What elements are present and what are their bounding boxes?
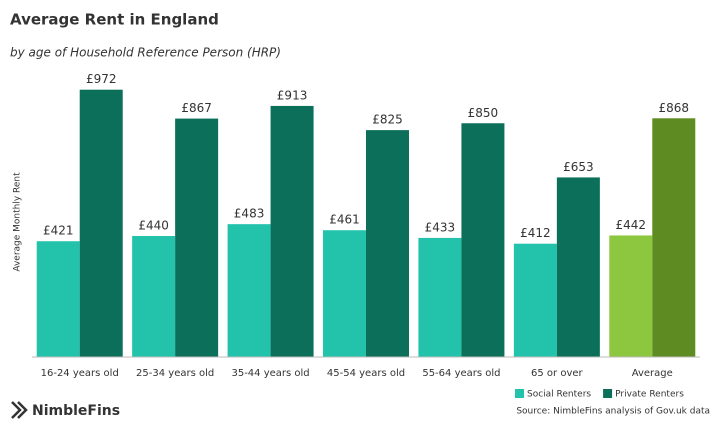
legend-label: Private Renters — [615, 390, 684, 400]
bar — [652, 118, 696, 357]
bar — [461, 123, 505, 357]
source-note: Source: NimbleFins analysis of Gov.uk da… — [516, 407, 710, 417]
bar — [79, 89, 123, 357]
value-label: £433 — [425, 220, 456, 234]
y-axis-label: Average Monthly Rent — [13, 172, 23, 272]
chart-subtitle: by age of Household Reference Person (HR… — [10, 46, 281, 60]
bar — [36, 241, 80, 357]
value-label: £867 — [181, 101, 212, 115]
value-label: £825 — [372, 113, 403, 127]
brand-logo: NimbleFins — [11, 401, 120, 419]
bar — [366, 130, 409, 357]
legend-swatch — [603, 389, 613, 398]
value-label: £868 — [659, 101, 690, 115]
legend-swatch — [515, 389, 524, 398]
bar — [227, 224, 271, 357]
x-tick-label: 65 or over — [531, 368, 584, 379]
bar — [556, 177, 600, 357]
bar — [513, 243, 557, 357]
legend-label: Social Renters — [527, 390, 591, 400]
bar — [270, 105, 314, 357]
value-label: £421 — [43, 224, 74, 238]
logo-icon — [11, 401, 28, 419]
value-label: £653 — [563, 160, 594, 174]
value-label: £850 — [468, 106, 499, 120]
bar — [323, 230, 366, 357]
value-label: £972 — [86, 72, 117, 86]
x-tick-label: 25-34 years old — [136, 368, 214, 379]
x-tick-label: Average — [632, 368, 673, 379]
brand-name: NimbleFins — [32, 403, 120, 419]
bar — [132, 236, 176, 357]
x-tick-label: 55-64 years old — [422, 368, 500, 379]
value-label: £913 — [277, 88, 308, 102]
chart-title: Average Rent in England — [10, 11, 219, 29]
x-tick-label: 45-54 years old — [327, 368, 405, 379]
value-label: £461 — [329, 213, 360, 227]
value-label: £412 — [520, 226, 551, 240]
x-tick-label: 35-44 years old — [231, 368, 309, 379]
bar — [175, 118, 219, 357]
value-label: £440 — [138, 219, 169, 233]
bar — [609, 235, 653, 357]
x-tick-label: 16-24 years old — [41, 368, 119, 379]
bar — [418, 237, 462, 357]
value-label: £483 — [234, 207, 265, 221]
value-label: £442 — [616, 218, 647, 232]
